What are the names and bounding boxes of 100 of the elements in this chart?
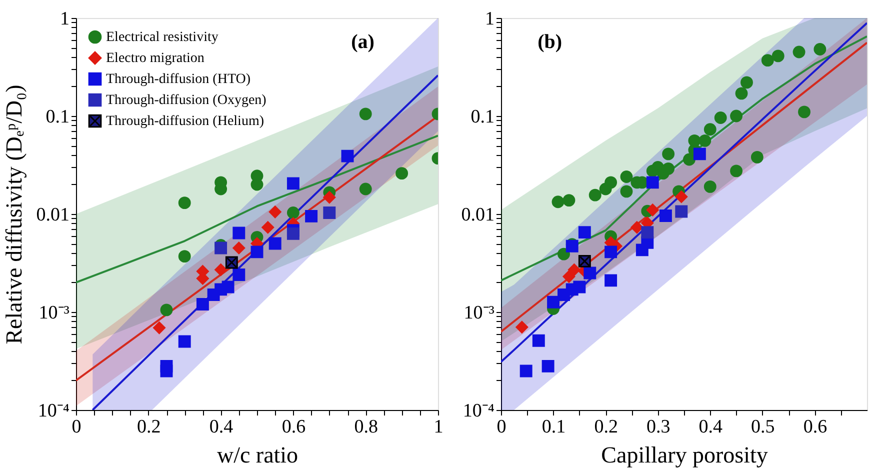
y-tick-label: 1 — [60, 8, 70, 30]
point — [761, 54, 774, 67]
point — [558, 248, 570, 260]
x-tick-label: 0.1 — [542, 416, 566, 438]
x-tick-label: 0.2 — [137, 416, 161, 438]
legend-label: Through-diffusion (Oxygen) — [106, 93, 267, 108]
point — [286, 206, 300, 219]
point — [798, 106, 810, 118]
point — [178, 335, 191, 348]
point — [573, 280, 586, 294]
point — [578, 226, 591, 239]
point — [662, 148, 675, 160]
point — [323, 206, 336, 219]
point — [675, 205, 688, 218]
point — [250, 246, 264, 258]
point — [196, 298, 209, 310]
y-tick-label: 0.1 — [470, 106, 494, 128]
point — [341, 150, 354, 162]
point — [268, 206, 282, 218]
x-axis-title: w/c ratio — [216, 442, 298, 468]
y-tick-label: 0.01 — [461, 204, 494, 226]
x-tick-label: 0 — [72, 416, 82, 438]
point — [740, 76, 753, 89]
point — [359, 182, 372, 196]
point — [659, 210, 672, 222]
point — [704, 123, 716, 136]
point — [646, 204, 659, 216]
point — [792, 46, 806, 58]
y-tick-label: 10⁻⁴ — [462, 400, 495, 422]
point — [620, 170, 633, 183]
point — [520, 364, 532, 378]
point — [584, 266, 596, 280]
point — [630, 221, 644, 234]
point — [604, 176, 618, 189]
x-axis-title: Capillary porosity — [601, 442, 768, 468]
y-axis-title: Relative diffusivity (Dₑᵖ/D₀) — [1, 84, 26, 344]
point — [178, 250, 191, 263]
point — [588, 188, 602, 202]
point — [222, 280, 234, 294]
point — [268, 237, 282, 250]
point — [772, 50, 784, 62]
annotation: (a) — [351, 31, 374, 53]
x-tick-label: 0.4 — [209, 416, 234, 438]
point — [641, 226, 654, 239]
y-tick-label: 10⁻⁴ — [38, 400, 70, 422]
point — [305, 210, 318, 222]
line-series — [501, 35, 867, 282]
x-tick-label: 0.5 — [751, 416, 775, 438]
point — [547, 296, 560, 308]
point — [214, 264, 228, 276]
point — [396, 167, 408, 180]
y-tick-label: 10⁻³ — [38, 302, 70, 324]
point — [262, 221, 274, 234]
point — [178, 196, 191, 210]
x-tick-label: 0.3 — [646, 416, 670, 438]
point — [604, 274, 618, 287]
legend-label: Electrical resistivity — [106, 30, 218, 45]
point — [568, 264, 580, 276]
x-tick-label: 1 — [434, 416, 444, 438]
x-tick-label: 0.8 — [354, 416, 378, 438]
x-tick-label: 0.2 — [594, 416, 618, 438]
legend-label: Electro migration — [106, 51, 204, 66]
point — [359, 108, 372, 120]
point — [683, 153, 696, 166]
point — [532, 334, 545, 347]
point — [750, 150, 764, 164]
point — [214, 242, 228, 254]
point — [552, 196, 564, 208]
point — [688, 134, 701, 147]
point — [814, 43, 826, 56]
point — [232, 242, 246, 254]
legend-label: Through-diffusion (Helium) — [106, 114, 264, 129]
point — [562, 270, 576, 283]
x-tick-label: 0 — [496, 416, 506, 438]
y-tick-label: 10⁻³ — [464, 302, 495, 324]
point — [604, 246, 618, 258]
annotation: (b) — [538, 31, 562, 53]
point — [693, 148, 706, 160]
point — [286, 177, 300, 190]
point — [323, 191, 336, 204]
point — [542, 360, 554, 372]
x-tick-label: 0.6 — [803, 416, 828, 438]
point — [620, 185, 633, 198]
point — [675, 190, 688, 203]
y-tick-label: 0.1 — [46, 106, 70, 128]
point — [286, 227, 300, 240]
y-tick-label: 1 — [485, 8, 494, 30]
point — [562, 194, 576, 207]
point — [714, 112, 727, 124]
point — [232, 226, 246, 240]
point — [698, 134, 712, 147]
y-tick-label: 0.01 — [36, 204, 70, 226]
x-tick-label: 0.4 — [698, 416, 724, 438]
point — [160, 364, 173, 378]
point — [730, 164, 743, 178]
point — [735, 87, 748, 100]
point — [662, 162, 675, 175]
point — [153, 322, 166, 334]
point — [232, 268, 246, 281]
point — [730, 110, 743, 122]
